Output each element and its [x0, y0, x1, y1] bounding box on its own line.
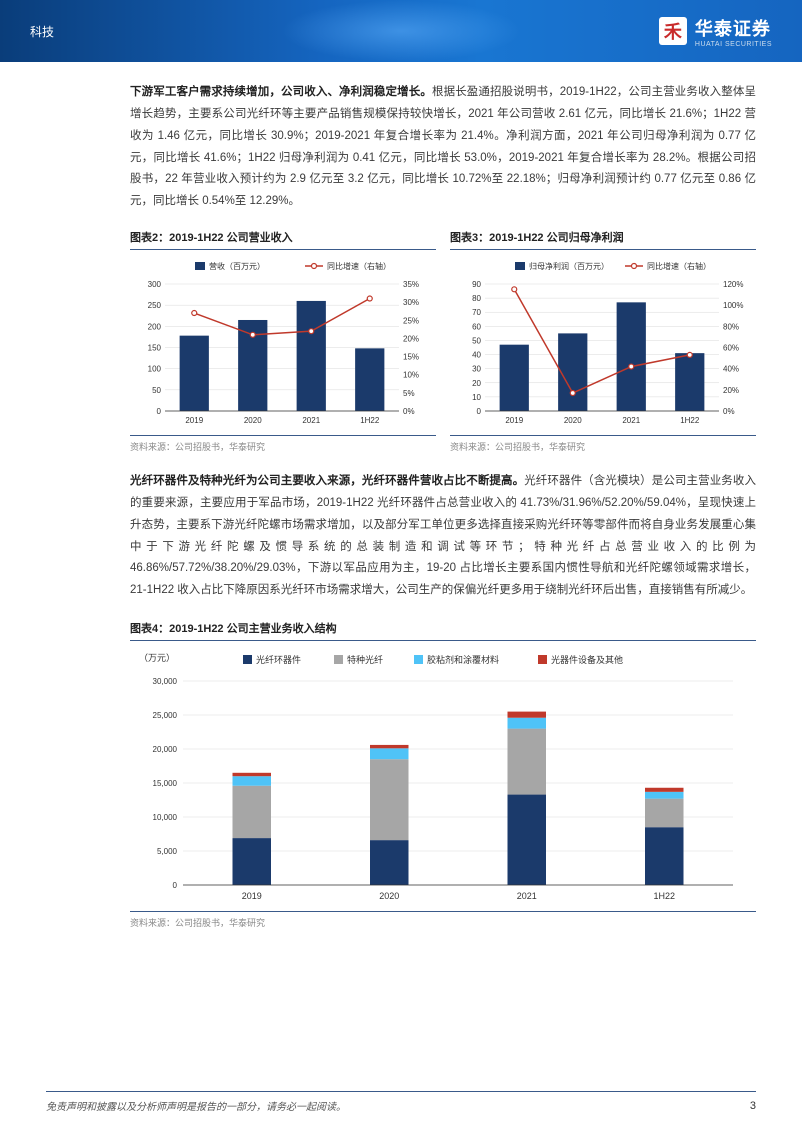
svg-text:50: 50 [152, 386, 161, 395]
svg-text:2019: 2019 [242, 891, 262, 901]
chart-2-title: 图表2：2019-1H22 公司营业收入 [130, 229, 436, 250]
svg-text:（万元）: （万元） [139, 653, 175, 663]
svg-text:5,000: 5,000 [157, 847, 178, 856]
svg-text:300: 300 [148, 280, 162, 289]
svg-text:15%: 15% [403, 353, 419, 362]
header-category: 科技 [30, 23, 54, 40]
svg-text:胶粘剂和涂覆材料: 胶粘剂和涂覆材料 [427, 654, 499, 665]
svg-text:2020: 2020 [244, 416, 262, 425]
svg-text:35%: 35% [403, 280, 419, 289]
svg-text:60%: 60% [723, 344, 739, 353]
svg-text:光纤环器件: 光纤环器件 [256, 654, 301, 665]
svg-text:100%: 100% [723, 301, 743, 310]
paragraph-1: 下游军工客户需求持续增加，公司收入、净利润稳定增长。根据长盈通招股说明书，201… [130, 82, 756, 213]
brand-name: 华泰证券 [695, 15, 772, 41]
footer-disclaimer: 免责声明和披露以及分析师声明是报告的一部分，请务必一起阅读。 [46, 1098, 346, 1113]
svg-text:2021: 2021 [622, 416, 640, 425]
svg-text:150: 150 [148, 344, 162, 353]
chart-3-svg: 归母净利润（百万元） 同比增速（右轴） 0 10 20 30 40 50 60 70 80 90 0% 2… [450, 256, 756, 431]
svg-text:0: 0 [173, 881, 178, 890]
svg-text:归母净利润（百万元）: 归母净利润（百万元） [529, 261, 609, 271]
svg-text:0%: 0% [723, 407, 735, 416]
svg-text:2021: 2021 [517, 891, 537, 901]
para1-lead: 下游军工客户需求持续增加，公司收入、净利润稳定增长。 [130, 86, 432, 98]
svg-text:15,000: 15,000 [153, 779, 178, 788]
svg-text:250: 250 [148, 301, 162, 310]
svg-text:80%: 80% [723, 322, 739, 331]
svg-text:营收（百万元）: 营收（百万元） [209, 261, 265, 271]
brand-logo-icon: 禾 [659, 17, 687, 45]
svg-text:10: 10 [472, 393, 481, 402]
svg-text:40: 40 [472, 351, 481, 360]
chart-3-source: 资料来源：公司招股书，华泰研究 [450, 435, 756, 453]
chart-4: 图表4：2019-1H22 公司主营业务收入结构 （万元） 光纤环器件 特种光纤 胶粘… [130, 620, 756, 929]
chart-row-top: 图表2：2019-1H22 公司营业收入 营收（百万元） 同比增速（右轴） 0 50 1… [130, 229, 756, 453]
svg-text:0%: 0% [403, 407, 415, 416]
svg-text:0: 0 [157, 407, 162, 416]
svg-text:1H22: 1H22 [653, 891, 675, 901]
svg-text:40%: 40% [723, 365, 739, 374]
svg-text:25,000: 25,000 [153, 711, 178, 720]
brand-text-block: 华泰证券 HUATAI SECURITIES [695, 15, 772, 48]
svg-text:90: 90 [472, 280, 481, 289]
page-header: 科技 禾 华泰证券 HUATAI SECURITIES [0, 0, 802, 62]
svg-text:60: 60 [472, 322, 481, 331]
para1-body: 根据长盈通招股说明书，2019-1H22，公司主营业务收入整体呈增长趋势，主要系… [130, 86, 756, 207]
paragraph-2: 光纤环器件及特种光纤为公司主要收入来源，光纤环器件营收占比不断提高。光纤环器件（… [130, 471, 756, 602]
page-footer: 免责声明和披露以及分析师声明是报告的一部分，请务必一起阅读。 3 [46, 1091, 756, 1113]
svg-text:5%: 5% [403, 389, 415, 398]
page-content: 下游军工客户需求持续增加，公司收入、净利润稳定增长。根据长盈通招股说明书，201… [0, 62, 802, 929]
chart-2: 图表2：2019-1H22 公司营业收入 营收（百万元） 同比增速（右轴） 0 50 1… [130, 229, 436, 453]
svg-text:2019: 2019 [505, 416, 523, 425]
svg-text:0: 0 [477, 407, 482, 416]
chart-3-title: 图表3：2019-1H22 公司归母净利润 [450, 229, 756, 250]
svg-text:10%: 10% [403, 371, 419, 380]
svg-text:80: 80 [472, 294, 481, 303]
svg-text:20: 20 [472, 379, 481, 388]
svg-text:25%: 25% [403, 316, 419, 325]
svg-text:30,000: 30,000 [153, 677, 178, 686]
svg-text:2021: 2021 [302, 416, 320, 425]
chart-4-title: 图表4：2019-1H22 公司主营业务收入结构 [130, 620, 756, 641]
para2-body: 光纤环器件（含光模块）是公司主营业务收入的重要来源，主要应用于军品市场，2019… [130, 475, 756, 596]
svg-text:100: 100 [148, 365, 162, 374]
svg-text:70: 70 [472, 308, 481, 317]
chart-4-svg: （万元） 光纤环器件 特种光纤 胶粘剂和涂覆材料 光器件设备及其他 0 5,000 10,00… [130, 647, 756, 907]
page-number: 3 [750, 1100, 756, 1112]
header-brand-block: 禾 华泰证券 HUATAI SECURITIES [659, 15, 772, 48]
svg-text:200: 200 [148, 322, 162, 331]
chart-2-svg: 营收（百万元） 同比增速（右轴） 0 50 100 150 200 250 300 0% 5% 10%… [130, 256, 436, 431]
svg-text:特种光纤: 特种光纤 [347, 654, 383, 665]
svg-text:同比增速（右轴）: 同比增速（右轴） [327, 261, 391, 271]
svg-text:2019: 2019 [185, 416, 203, 425]
svg-text:光器件设备及其他: 光器件设备及其他 [551, 654, 623, 665]
brand-name-en: HUATAI SECURITIES [695, 41, 772, 48]
svg-text:10,000: 10,000 [153, 813, 178, 822]
svg-text:30: 30 [472, 365, 481, 374]
svg-text:20%: 20% [403, 334, 419, 343]
chart-2-source: 资料来源：公司招股书，华泰研究 [130, 435, 436, 453]
chart-4-source: 资料来源：公司招股书，华泰研究 [130, 911, 756, 929]
para2-lead: 光纤环器件及特种光纤为公司主要收入来源，光纤环器件营收占比不断提高。 [130, 475, 524, 487]
svg-text:30%: 30% [403, 298, 419, 307]
svg-text:20,000: 20,000 [153, 745, 178, 754]
svg-text:20%: 20% [723, 386, 739, 395]
svg-text:同比增速（右轴）: 同比增速（右轴） [647, 261, 711, 271]
svg-text:1H22: 1H22 [360, 416, 380, 425]
svg-text:2020: 2020 [379, 891, 399, 901]
svg-text:2020: 2020 [564, 416, 582, 425]
svg-text:50: 50 [472, 337, 481, 346]
svg-text:120%: 120% [723, 280, 743, 289]
svg-text:1H22: 1H22 [680, 416, 700, 425]
chart-3: 图表3：2019-1H22 公司归母净利润 归母净利润（百万元） 同比增速（右轴）… [450, 229, 756, 453]
